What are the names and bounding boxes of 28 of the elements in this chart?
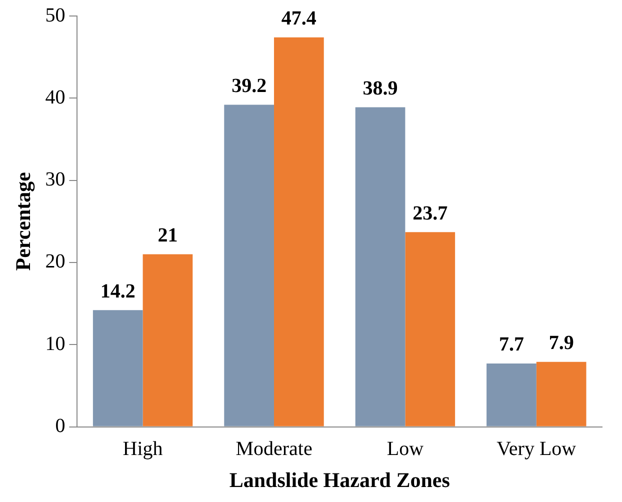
data-label: 39.2 — [232, 74, 267, 97]
y-tick-label: 40 — [45, 86, 66, 108]
bar — [405, 232, 456, 426]
bar — [274, 37, 324, 426]
data-label: 23.7 — [412, 202, 448, 224]
y-tick-label: 10 — [45, 332, 66, 355]
y-tick-label: 50 — [45, 4, 66, 26]
x-tick-label: Low — [386, 438, 424, 460]
bar — [224, 104, 274, 426]
bar — [142, 254, 193, 426]
y-tick-label: 20 — [45, 250, 66, 273]
data-label: 38.9 — [362, 77, 398, 100]
data-label: 47.4 — [281, 8, 316, 30]
data-label: 14.2 — [100, 280, 136, 302]
bar — [92, 310, 143, 426]
data-label: 7.9 — [548, 332, 574, 354]
bar — [355, 107, 406, 426]
x-axis-title: Landslide Hazard Zones — [229, 468, 450, 492]
y-axis-title: Percentage — [11, 172, 36, 271]
bar — [486, 364, 536, 426]
x-tick-label: Moderate — [236, 438, 312, 460]
x-tick-label: Very Low — [496, 438, 577, 460]
data-label: 7.7 — [498, 334, 524, 356]
bar — [536, 362, 586, 426]
data-label: 21 — [158, 224, 178, 246]
y-tick-label: 30 — [45, 168, 66, 191]
y-tick-label: 0 — [55, 415, 66, 438]
x-tick-label: High — [122, 438, 163, 460]
